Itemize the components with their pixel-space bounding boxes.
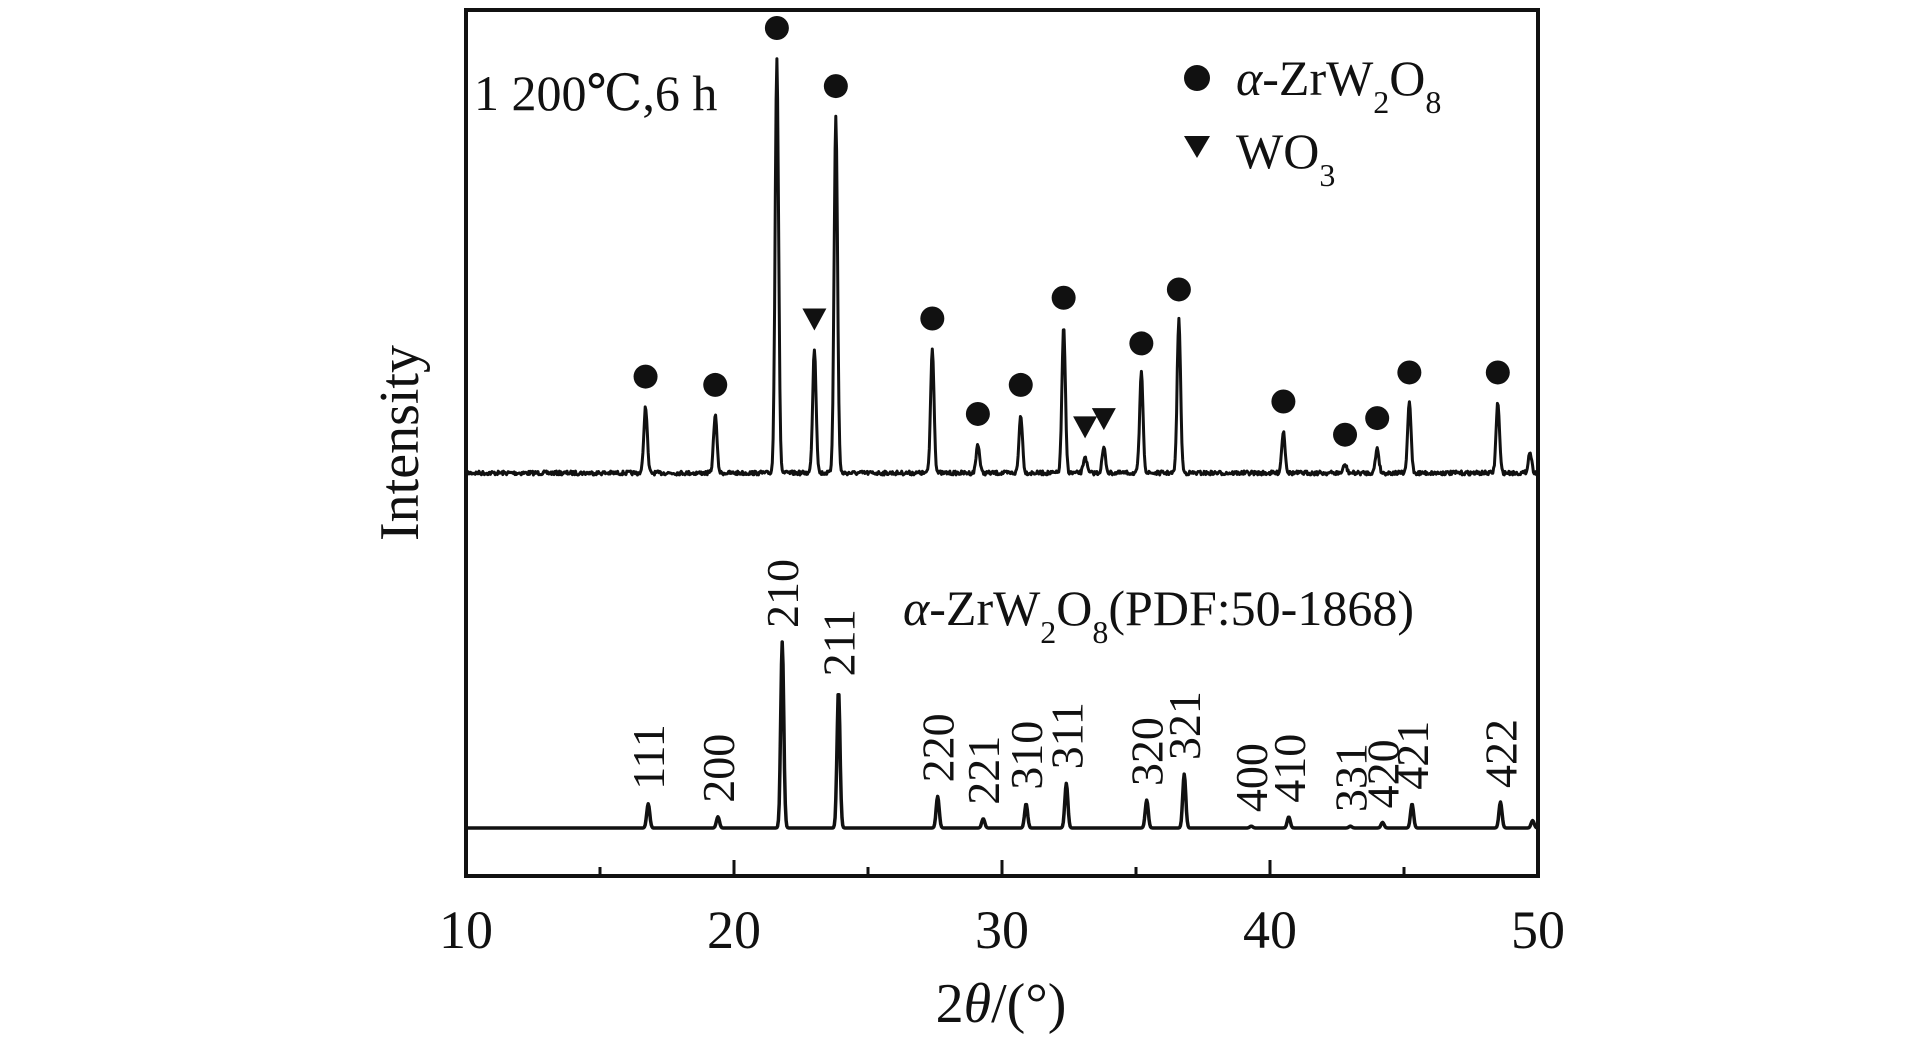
series-line-pdf-reference	[465, 640, 1539, 830]
legend: α-ZrW2O8 WO3	[1184, 50, 1441, 193]
marker-wo3	[802, 308, 827, 331]
marker-zrw2o8	[1166, 277, 1191, 302]
marker-zrw2o8	[1485, 360, 1510, 385]
x-tick-label: 10	[439, 900, 493, 960]
legend-marker-triangle	[1184, 136, 1210, 158]
x-tick-label: 30	[975, 900, 1029, 960]
marker-zrw2o8	[1333, 422, 1358, 447]
hkl-label: 211	[814, 609, 865, 676]
legend-marker-circle	[1184, 65, 1210, 91]
marker-zrw2o8	[1271, 389, 1296, 414]
marker-zrw2o8	[703, 372, 728, 397]
marker-zrw2o8	[965, 401, 990, 426]
marker-zrw2o8	[1051, 285, 1076, 310]
x-tick-label: 50	[1511, 900, 1565, 960]
hkl-label: 221	[958, 736, 1009, 805]
hkl-label: 111	[623, 724, 674, 790]
marker-zrw2o8	[823, 74, 848, 99]
hkl-label: 310	[1001, 721, 1052, 790]
hkl-label: 422	[1476, 719, 1527, 788]
legend-label-zrw2o8: α-ZrW2O8	[1236, 50, 1441, 120]
hkl-label: 400	[1226, 743, 1277, 812]
y-axis-label: Intensity	[369, 345, 431, 541]
hkl-label: 200	[693, 734, 744, 803]
hkl-label: 320	[1122, 717, 1173, 786]
hkl-label: 410	[1264, 734, 1315, 803]
hkl-label: 421	[1387, 721, 1438, 790]
marker-zrw2o8	[920, 306, 945, 331]
x-tick-label: 40	[1243, 900, 1297, 960]
x-tick-label: 20	[707, 900, 761, 960]
x-axis-label: 2θ/(°)	[936, 973, 1067, 1035]
hkl-label: 210	[757, 559, 808, 628]
marker-zrw2o8	[1129, 331, 1154, 356]
hkl-label: 420	[1358, 739, 1409, 808]
series-line-sintered	[464, 57, 1539, 477]
marker-wo3	[1091, 408, 1116, 431]
marker-zrw2o8	[1365, 406, 1390, 431]
hkl-label: 321	[1159, 691, 1210, 760]
marker-zrw2o8	[1397, 360, 1422, 385]
hkl-label: 331	[1325, 743, 1376, 812]
legend-label-wo3: WO3	[1236, 123, 1335, 193]
annotation-sintering-condition: 1 200℃,6 h	[474, 65, 717, 121]
hkl-label: 311	[1041, 702, 1092, 769]
marker-wo3	[1073, 416, 1098, 439]
hkl-label: 220	[913, 713, 964, 782]
marker-zrw2o8	[764, 16, 789, 40]
marker-zrw2o8	[1008, 372, 1033, 397]
marker-zrw2o8	[633, 364, 658, 389]
annotation-pdf-reference: α-ZrW2O8(PDF:50-1868)	[903, 580, 1414, 650]
